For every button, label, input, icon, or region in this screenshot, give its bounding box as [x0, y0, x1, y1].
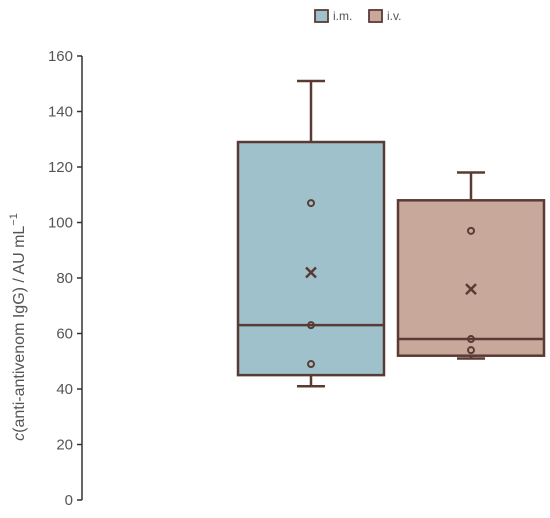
y-tick-label: 120 [48, 159, 73, 176]
y-axis: 0 20 40 60 80 100 120 140 160 [48, 48, 83, 509]
data-point [467, 346, 475, 355]
data-point [307, 199, 315, 208]
legend-item: i.m. [314, 9, 352, 23]
box-iqr [236, 140, 386, 377]
y-axis-title: c(anti-antivenom IgG) / AU mL−1 [8, 213, 28, 441]
y-axis-title-symbol: c [11, 433, 28, 441]
y-tick-label: 160 [48, 48, 73, 65]
data-point [307, 321, 315, 330]
y-axis-title-superscript: −1 [8, 213, 20, 226]
y-tick-label: 100 [48, 215, 73, 232]
y-tick-label: 0 [65, 492, 73, 509]
y-tick-label: 40 [56, 381, 73, 398]
mean-marker-stroke [465, 283, 477, 295]
legend: i.m. i.v. [314, 9, 401, 23]
mean-marker-stroke [305, 266, 317, 279]
legend-label: i.v. [387, 9, 401, 23]
data-point [307, 360, 315, 369]
y-tick-label: 60 [56, 326, 73, 343]
data-point [467, 335, 475, 344]
box-group [396, 171, 546, 360]
legend-swatch [368, 9, 383, 23]
mean-marker [305, 266, 317, 279]
box-iqr [396, 199, 546, 357]
y-tick-label: 80 [56, 270, 73, 287]
box-group [236, 79, 386, 388]
boxes [236, 79, 546, 388]
legend-swatch [314, 9, 329, 23]
y-tick-label: 20 [56, 437, 73, 454]
y-tick-label: 140 [48, 104, 73, 121]
data-point [467, 226, 475, 235]
y-axis-title-text: (anti-antivenom IgG) / AU mL [11, 226, 28, 433]
legend-label: i.m. [333, 9, 352, 23]
mean-marker [465, 283, 477, 295]
legend-item: i.v. [368, 9, 401, 23]
